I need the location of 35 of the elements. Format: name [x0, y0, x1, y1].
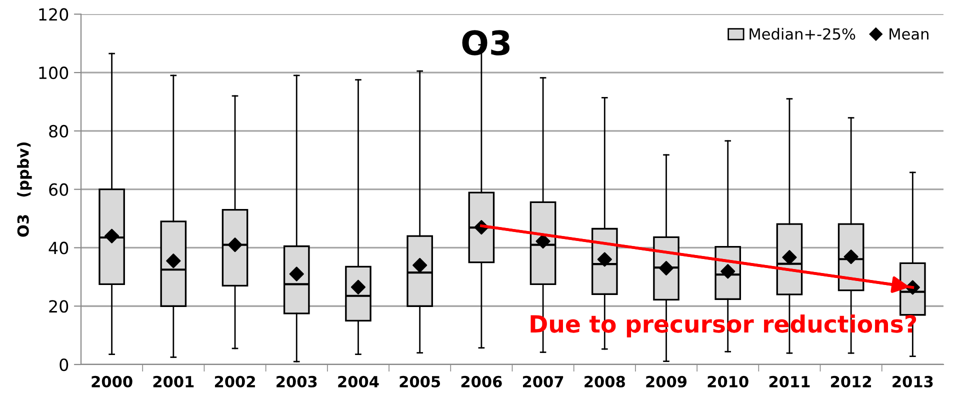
x-tick-label: 2010	[708, 376, 748, 388]
point	[658, 260, 674, 276]
y-tick-label: 120	[39, 8, 68, 21]
x-tick-label: 2004	[338, 376, 379, 388]
point	[844, 249, 858, 264]
point	[289, 266, 304, 282]
y-axis-title: O3 (ppbv)	[17, 142, 32, 237]
point	[104, 228, 120, 244]
y-tick-label: 80	[49, 124, 68, 138]
legend-label: Mean	[890, 28, 928, 40]
chart-title: O3	[462, 30, 510, 56]
x-tick-label: 2011	[769, 376, 810, 388]
x-tick-label: 2012	[831, 376, 871, 388]
x-tick-label: 2005	[400, 376, 440, 388]
point	[166, 254, 181, 268]
y-tick-label: 0	[60, 358, 68, 372]
y-tick-label: 40	[48, 242, 68, 254]
point	[412, 258, 428, 273]
x-tick-label: 2003	[276, 376, 317, 388]
y-tick-label: 100	[39, 66, 68, 80]
point	[228, 238, 242, 252]
x-tick-label: 2001	[153, 376, 194, 388]
point	[597, 252, 612, 267]
x-tick-label: 2013	[892, 376, 933, 388]
x-tick-label: 2002	[214, 376, 255, 388]
x-tick-label: 2008	[584, 376, 625, 388]
x-tick-label: 2000	[92, 376, 132, 388]
x-tick-label: 2007	[522, 376, 564, 388]
x-tick-label: 2009	[646, 376, 687, 388]
x-tick-label: 2006	[461, 376, 502, 388]
legend-label: Median+-25%	[750, 28, 856, 40]
point	[536, 234, 550, 249]
point	[782, 250, 797, 265]
y-tick-label: 20	[49, 300, 68, 313]
y-tick-label: 60	[49, 183, 68, 196]
